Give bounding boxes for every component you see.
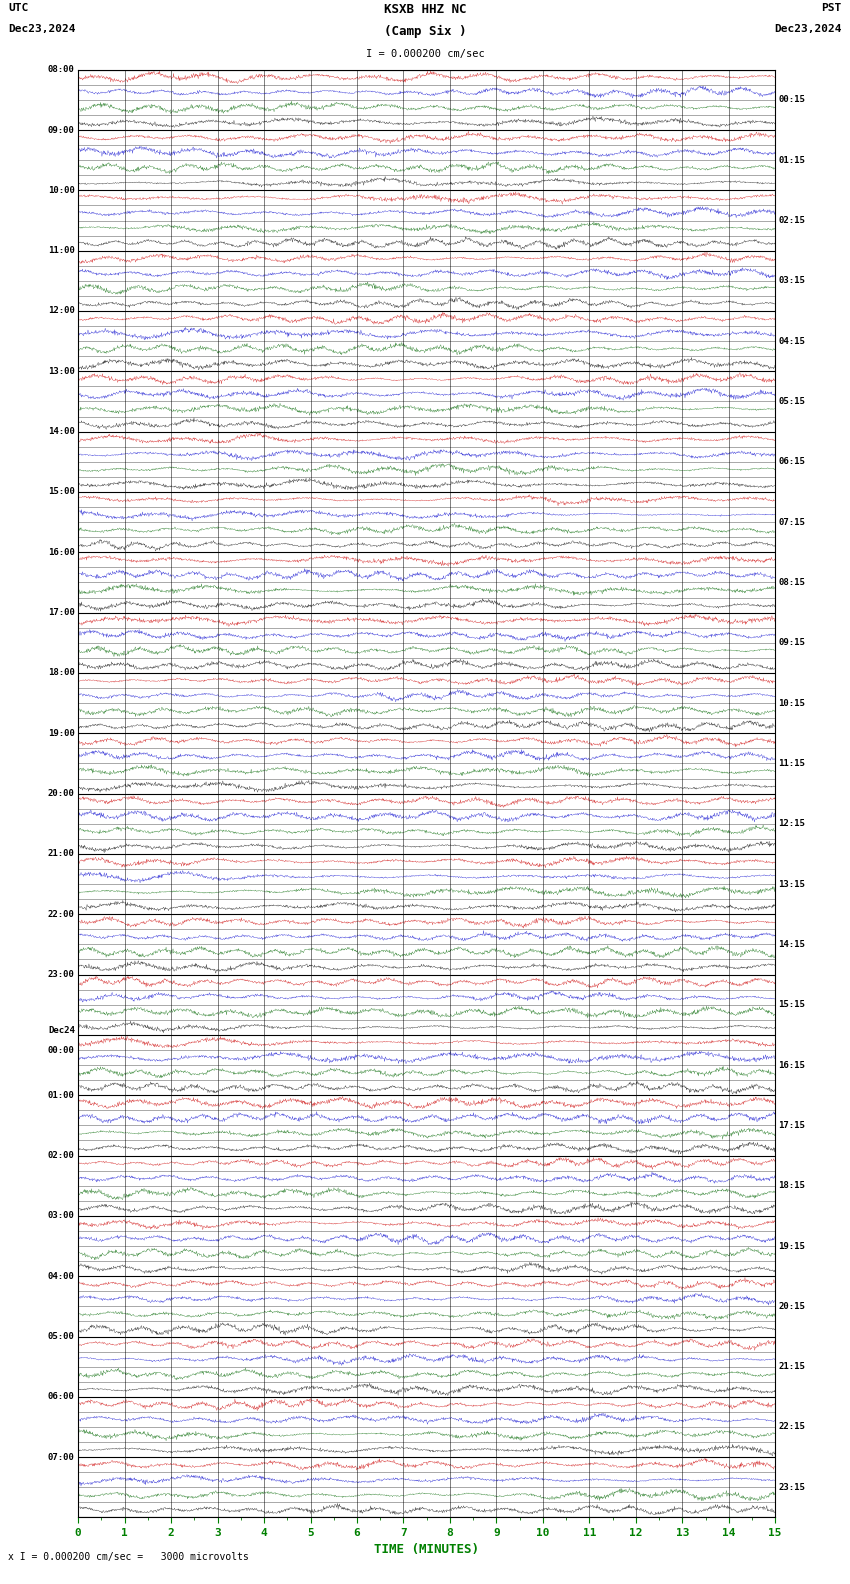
X-axis label: TIME (MINUTES): TIME (MINUTES) xyxy=(374,1543,479,1557)
Text: 05:15: 05:15 xyxy=(779,398,806,406)
Text: 10:00: 10:00 xyxy=(48,185,75,195)
Text: 16:00: 16:00 xyxy=(48,548,75,558)
Text: 15:00: 15:00 xyxy=(48,488,75,496)
Text: 03:15: 03:15 xyxy=(779,276,806,285)
Text: 07:15: 07:15 xyxy=(779,518,806,526)
Text: 18:00: 18:00 xyxy=(48,668,75,678)
Text: 21:00: 21:00 xyxy=(48,849,75,859)
Text: 05:00: 05:00 xyxy=(48,1332,75,1342)
Text: 15:15: 15:15 xyxy=(779,1000,806,1009)
Text: 08:15: 08:15 xyxy=(779,578,806,588)
Text: Dec24: Dec24 xyxy=(48,1026,75,1034)
Text: 02:00: 02:00 xyxy=(48,1152,75,1159)
Text: 20:15: 20:15 xyxy=(779,1302,806,1312)
Text: 10:15: 10:15 xyxy=(779,699,806,708)
Text: (Camp Six ): (Camp Six ) xyxy=(383,25,467,38)
Text: 13:15: 13:15 xyxy=(779,879,806,889)
Text: 21:15: 21:15 xyxy=(779,1362,806,1372)
Text: 11:15: 11:15 xyxy=(779,759,806,768)
Text: 22:00: 22:00 xyxy=(48,909,75,919)
Text: 11:00: 11:00 xyxy=(48,246,75,255)
Text: 22:15: 22:15 xyxy=(779,1422,806,1432)
Text: KSXB HHZ NC: KSXB HHZ NC xyxy=(383,3,467,16)
Text: 04:00: 04:00 xyxy=(48,1272,75,1281)
Text: 06:15: 06:15 xyxy=(779,458,806,466)
Text: x I = 0.000200 cm/sec =   3000 microvolts: x I = 0.000200 cm/sec = 3000 microvolts xyxy=(8,1552,249,1562)
Text: 09:15: 09:15 xyxy=(779,638,806,648)
Text: PST: PST xyxy=(821,3,842,13)
Text: 00:15: 00:15 xyxy=(779,95,806,105)
Text: 19:15: 19:15 xyxy=(779,1242,806,1250)
Text: 07:00: 07:00 xyxy=(48,1453,75,1462)
Text: 04:15: 04:15 xyxy=(779,337,806,345)
Text: Dec23,2024: Dec23,2024 xyxy=(774,24,842,33)
Text: 03:00: 03:00 xyxy=(48,1212,75,1220)
Text: 19:00: 19:00 xyxy=(48,729,75,738)
Text: 16:15: 16:15 xyxy=(779,1061,806,1069)
Text: 09:00: 09:00 xyxy=(48,125,75,135)
Text: 12:00: 12:00 xyxy=(48,306,75,315)
Text: 20:00: 20:00 xyxy=(48,789,75,798)
Text: 13:00: 13:00 xyxy=(48,367,75,375)
Text: UTC: UTC xyxy=(8,3,29,13)
Text: 17:15: 17:15 xyxy=(779,1121,806,1129)
Text: 08:00: 08:00 xyxy=(48,65,75,74)
Text: 14:15: 14:15 xyxy=(779,939,806,949)
Text: 12:15: 12:15 xyxy=(779,819,806,828)
Text: 18:15: 18:15 xyxy=(779,1182,806,1190)
Text: I = 0.000200 cm/sec: I = 0.000200 cm/sec xyxy=(366,49,484,59)
Text: 17:00: 17:00 xyxy=(48,608,75,618)
Text: 14:00: 14:00 xyxy=(48,428,75,436)
Text: 06:00: 06:00 xyxy=(48,1392,75,1402)
Text: 00:00: 00:00 xyxy=(48,1045,75,1055)
Text: Dec23,2024: Dec23,2024 xyxy=(8,24,76,33)
Text: 23:00: 23:00 xyxy=(48,969,75,979)
Text: 23:15: 23:15 xyxy=(779,1483,806,1492)
Text: 01:15: 01:15 xyxy=(779,155,806,165)
Text: 01:00: 01:00 xyxy=(48,1091,75,1099)
Text: 02:15: 02:15 xyxy=(779,215,806,225)
